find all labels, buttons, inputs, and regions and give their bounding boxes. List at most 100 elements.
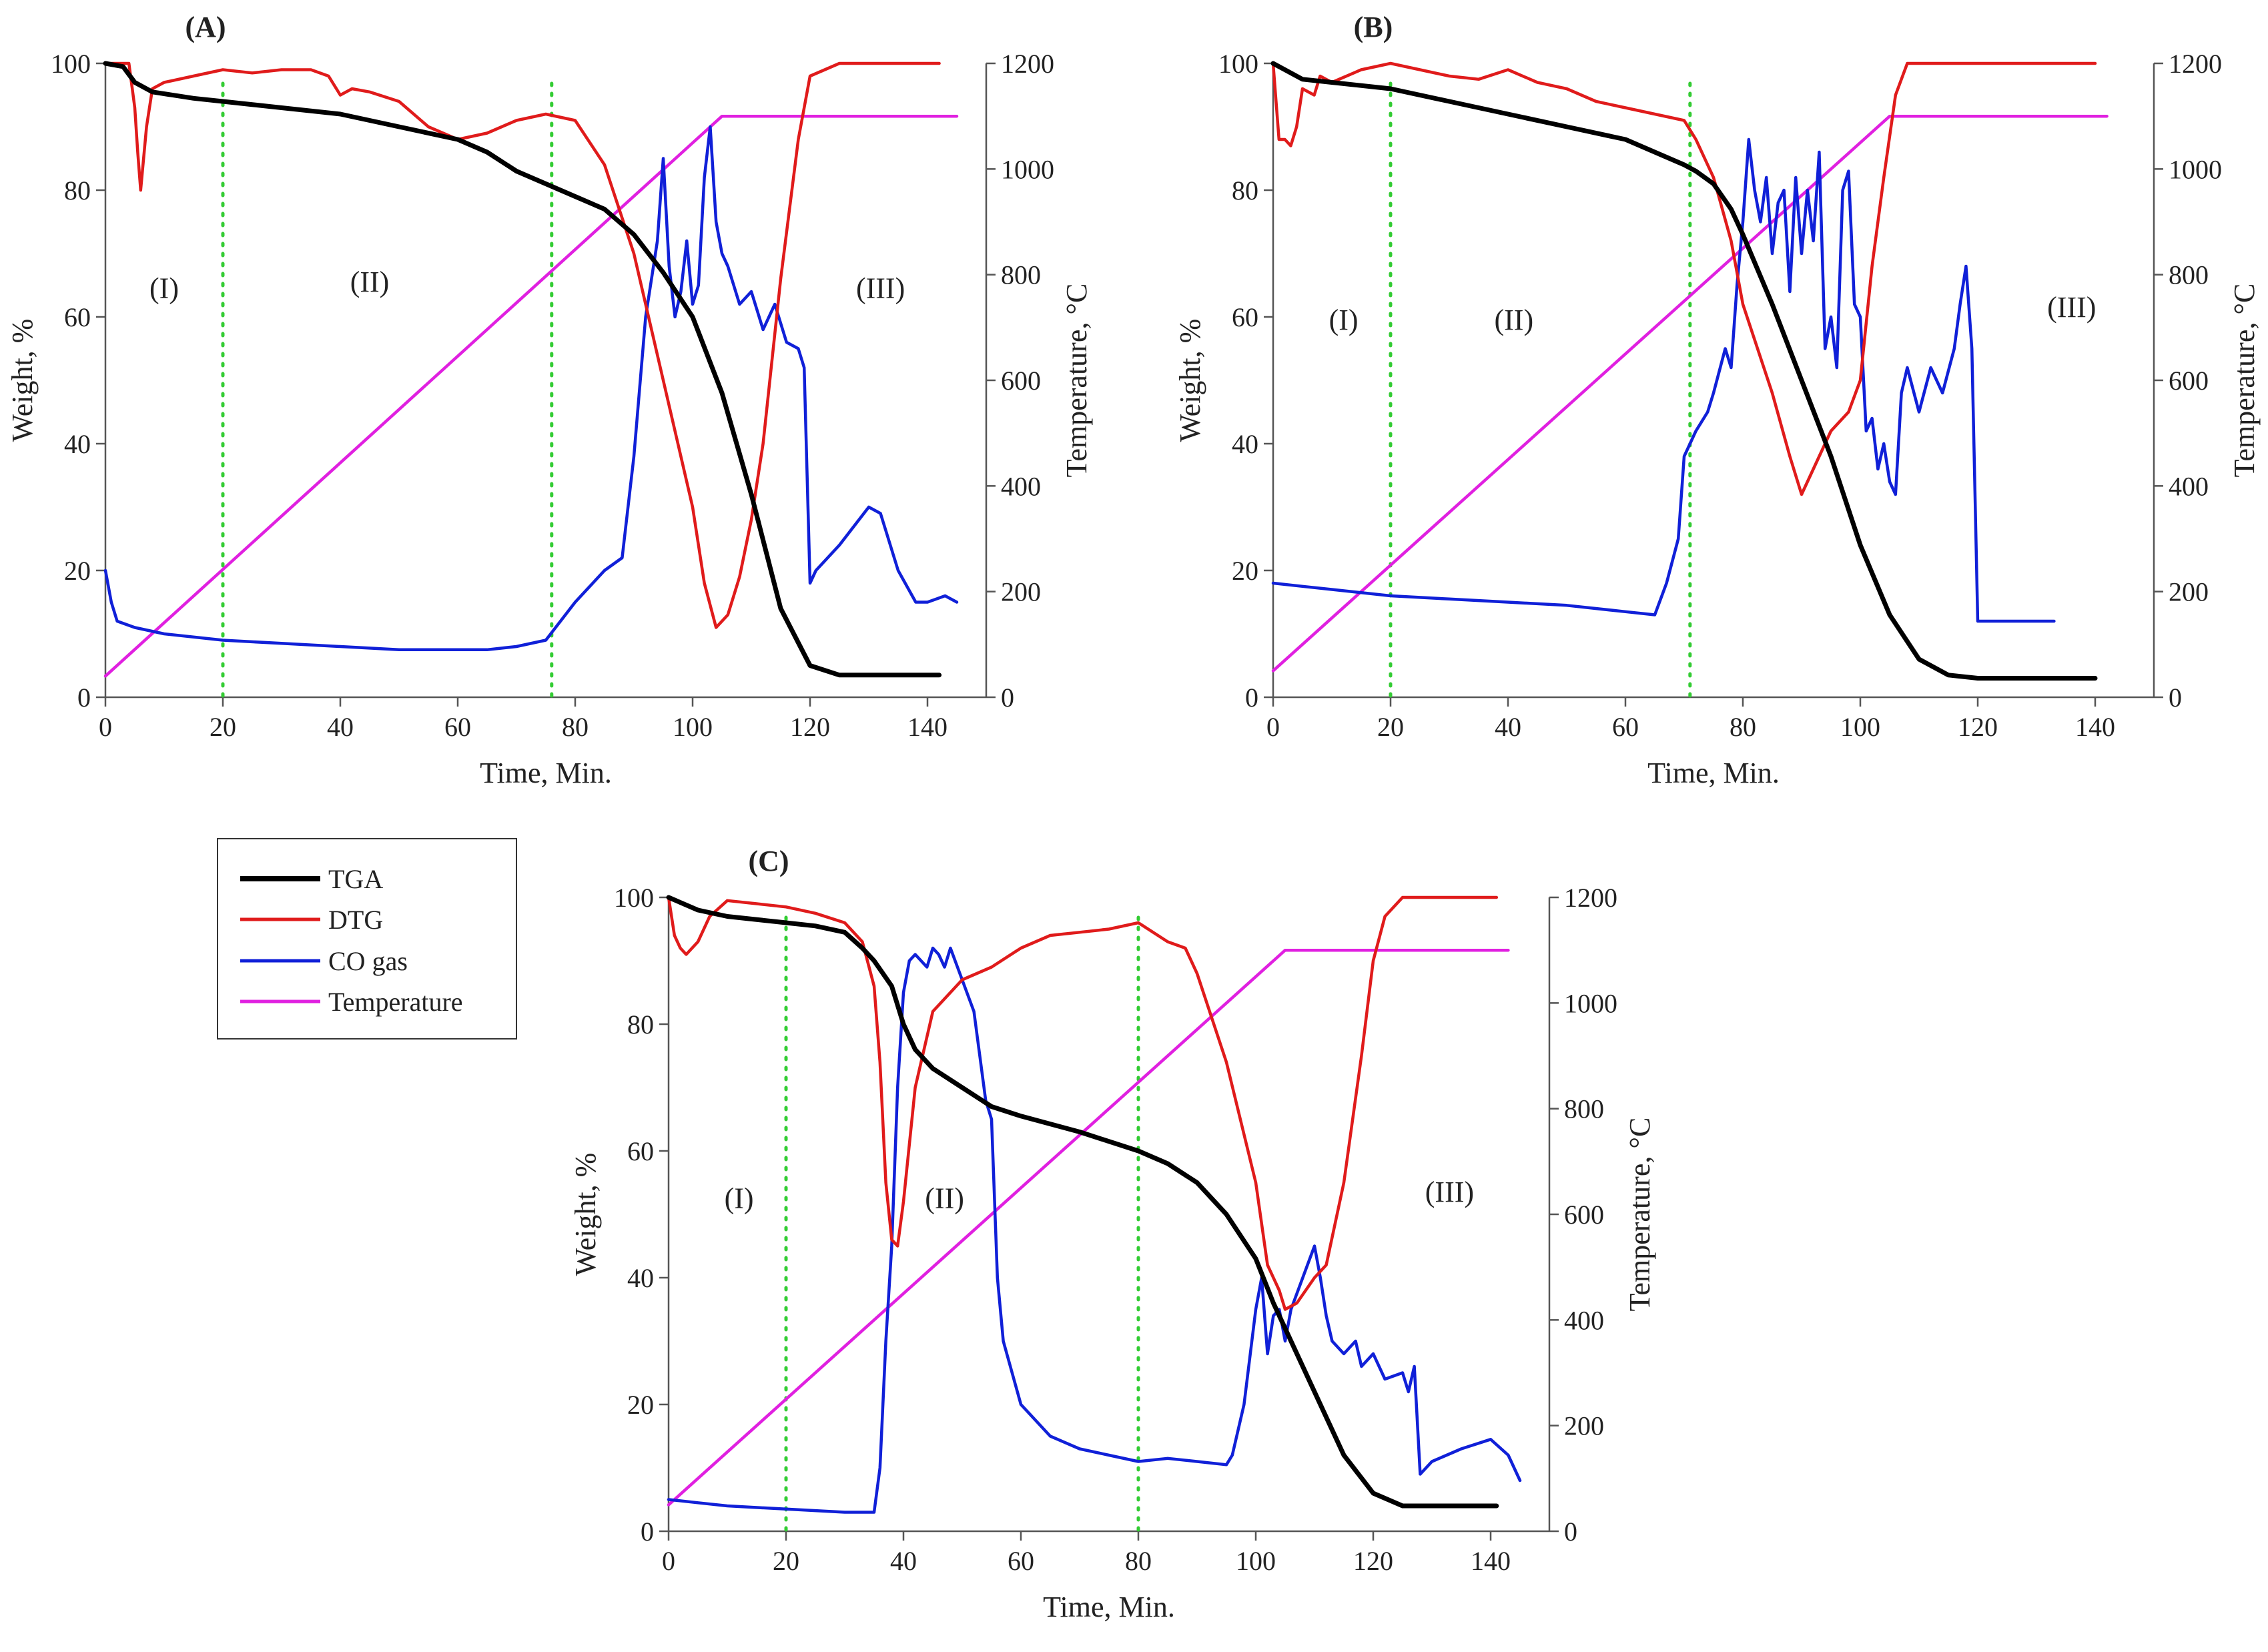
x-tick-label: 20 bbox=[773, 1546, 799, 1576]
x-tick-label: 140 bbox=[907, 712, 948, 742]
y-tick-label: 0 bbox=[77, 683, 91, 713]
x-tick-label: 20 bbox=[1377, 712, 1404, 742]
y-axis-title: Weight, % bbox=[6, 319, 39, 442]
y2-tick-label: 200 bbox=[2169, 577, 2209, 607]
series-line-dtg bbox=[1271, 61, 2097, 496]
legend-frame bbox=[217, 838, 517, 1040]
y-tick-label: 80 bbox=[64, 175, 91, 205]
series-line-temperature bbox=[667, 948, 1510, 1507]
x-tick-label: 140 bbox=[1471, 1546, 1511, 1576]
stage-label: (III) bbox=[856, 272, 905, 305]
y2-tick-label: 1200 bbox=[2169, 49, 2222, 79]
y2-tick-label: 1000 bbox=[1001, 154, 1054, 184]
x-tick-label: 60 bbox=[1008, 1546, 1034, 1576]
y2-axis-title: Temperature, °C bbox=[1060, 284, 1093, 478]
y-tick-label: 80 bbox=[627, 1009, 654, 1040]
stage-label: (II) bbox=[925, 1182, 964, 1215]
y-tick-label: 60 bbox=[64, 302, 91, 332]
x-tick-label: 0 bbox=[99, 712, 112, 742]
x-tick-label: 100 bbox=[1840, 712, 1880, 742]
x-tick-label: 100 bbox=[1236, 1546, 1276, 1576]
y2-tick-label: 600 bbox=[2169, 366, 2209, 396]
panel-label-b: (B) bbox=[1354, 11, 1393, 43]
y-tick-label: 20 bbox=[1232, 556, 1258, 586]
y-tick-label: 80 bbox=[1232, 175, 1258, 205]
x-tick-label: 60 bbox=[444, 712, 471, 742]
y2-axis-title: Temperature, °C bbox=[1623, 1118, 1656, 1312]
legend-label-tga: TGA bbox=[328, 864, 383, 894]
stage-label: (II) bbox=[350, 266, 390, 298]
x-tick-label: 40 bbox=[327, 712, 354, 742]
x-tick-label: 80 bbox=[562, 712, 589, 742]
chart-panel-a: 0 20 40 60 80 100 120 1400204060801000200400600… bbox=[6, 11, 1093, 789]
y2-tick-label: 0 bbox=[1001, 683, 1014, 713]
x-axis-title: Time, Min. bbox=[1043, 1591, 1175, 1623]
legend-label-temperature: Temperature bbox=[328, 987, 463, 1017]
x-tick-label: 20 bbox=[210, 712, 236, 742]
series-line-tga bbox=[1270, 61, 2098, 681]
series-line-dtg bbox=[667, 895, 1499, 1311]
legend-label-co: CO gas bbox=[328, 946, 408, 976]
stage-label: (III) bbox=[1425, 1176, 1474, 1208]
stage-label: (I) bbox=[149, 272, 179, 305]
y-tick-label: 20 bbox=[627, 1390, 654, 1420]
series-line-co-gas bbox=[667, 946, 1522, 1514]
y2-tick-label: 1200 bbox=[1001, 49, 1054, 79]
x-tick-label: 40 bbox=[890, 1546, 917, 1576]
y-axis-title: Weight, % bbox=[569, 1153, 602, 1276]
y2-tick-label: 1000 bbox=[2169, 154, 2222, 184]
y-tick-label: 60 bbox=[627, 1136, 654, 1166]
y2-tick-label: 200 bbox=[1564, 1411, 1604, 1441]
y2-tick-label: 200 bbox=[1001, 577, 1041, 607]
y-tick-label: 40 bbox=[1232, 429, 1258, 459]
chart-panel-b: 0 20 40 60 80 100 120 140 0 20 40 60 80 1000 200 400 600… bbox=[1174, 11, 2261, 789]
x-tick-label: 40 bbox=[1495, 712, 1521, 742]
y2-tick-label: 600 bbox=[1001, 366, 1041, 396]
y-tick-label: 0 bbox=[1245, 683, 1258, 713]
y2-tick-label: 1000 bbox=[1564, 988, 1617, 1018]
x-tick-label: 60 bbox=[1612, 712, 1639, 742]
y2-tick-label: 0 bbox=[2169, 683, 2182, 713]
series-line-temperature bbox=[1271, 114, 2109, 673]
y-tick-label: 60 bbox=[1232, 302, 1258, 332]
y-tick-label: 40 bbox=[627, 1263, 654, 1293]
y2-tick-label: 400 bbox=[2169, 471, 2209, 501]
series-line-tga bbox=[103, 61, 942, 678]
panel-label-c: (C) bbox=[748, 845, 789, 877]
x-tick-label: 0 bbox=[662, 1546, 675, 1576]
legend-box: TGA DTG CO gas Temperature bbox=[217, 838, 517, 1040]
y2-tick-label: 800 bbox=[1001, 260, 1041, 290]
y2-tick-label: 1200 bbox=[1564, 883, 1617, 913]
stage-label: (I) bbox=[1329, 304, 1359, 336]
series-line-dtg bbox=[103, 61, 941, 629]
y2-tick-label: 800 bbox=[2169, 260, 2209, 290]
x-tick-label: 120 bbox=[1958, 712, 1998, 742]
stage-label: (II) bbox=[1494, 304, 1533, 336]
x-tick-label: 120 bbox=[790, 712, 830, 742]
y-axis-title: Weight, % bbox=[1174, 319, 1206, 442]
y2-tick-label: 600 bbox=[1564, 1200, 1604, 1230]
x-tick-label: 140 bbox=[2075, 712, 2115, 742]
y-tick-label: 0 bbox=[641, 1517, 654, 1547]
x-tick-label: 120 bbox=[1353, 1546, 1393, 1576]
y-tick-label: 20 bbox=[64, 556, 91, 586]
stage-label: (III) bbox=[2047, 291, 2096, 324]
stage-label: (I) bbox=[725, 1182, 754, 1215]
y2-tick-label: 0 bbox=[1564, 1517, 1577, 1547]
y2-tick-label: 400 bbox=[1564, 1305, 1604, 1335]
y-tick-label: 40 bbox=[64, 429, 91, 459]
x-tick-label: 100 bbox=[673, 712, 713, 742]
y-tick-label: 100 bbox=[614, 883, 654, 913]
legend-label-dtg: DTG bbox=[328, 905, 383, 935]
y2-tick-label: 400 bbox=[1001, 471, 1041, 501]
y2-axis-title: Temperature, °C bbox=[2228, 284, 2261, 478]
y-tick-label: 100 bbox=[51, 49, 91, 79]
x-tick-label: 80 bbox=[1730, 712, 1756, 742]
series-line-temperature bbox=[103, 114, 959, 678]
chart-panel-c: 0 20 40 60 80 100 120 1400204060801000200400600… bbox=[569, 845, 1656, 1623]
series-line-co-gas bbox=[1271, 137, 2056, 623]
panel-label-a: (A) bbox=[185, 11, 226, 43]
x-tick-label: 0 bbox=[1266, 712, 1280, 742]
series-line-co-gas bbox=[103, 125, 959, 652]
